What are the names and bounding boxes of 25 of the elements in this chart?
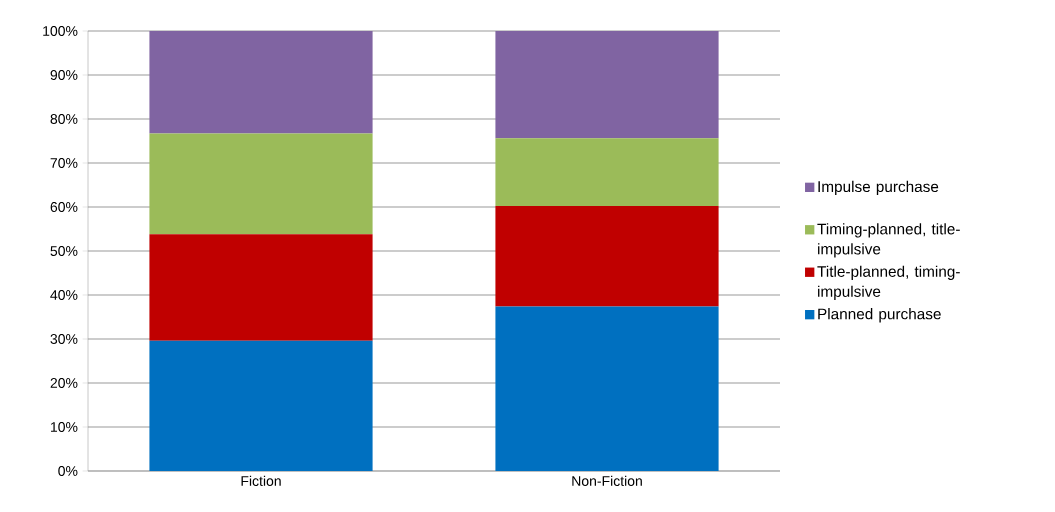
y-tick-label: 40% xyxy=(50,290,78,300)
y-tick-label: 80% xyxy=(50,114,78,124)
bar xyxy=(149,234,373,341)
y-tick-label: 90% xyxy=(50,70,78,80)
legend-label: Timing-planned, title-impulsive xyxy=(817,223,960,258)
y-tick-label: 20% xyxy=(50,378,78,388)
y-tick-label: 10% xyxy=(51,422,78,432)
y-tick-label: 30% xyxy=(50,334,78,344)
bar xyxy=(149,340,373,471)
legend-label: Title-planned, timing-impulsive xyxy=(817,265,960,300)
y-tick-label: 60% xyxy=(50,202,78,212)
y-tick-label: 100% xyxy=(43,26,78,36)
bar xyxy=(495,31,719,139)
x-tick-label: Fiction xyxy=(241,475,281,486)
bar xyxy=(149,31,373,134)
bar xyxy=(495,206,719,307)
bar xyxy=(495,138,719,207)
y-tick-label: 50% xyxy=(50,246,78,256)
bar xyxy=(149,133,373,235)
y-tick-label: 0% xyxy=(58,466,78,476)
x-tick-label: Non-Fiction xyxy=(572,475,642,486)
legend-label: Planned purchase xyxy=(818,308,941,323)
legend-label: Impulse purchase xyxy=(818,180,939,196)
y-tick-label: 70% xyxy=(50,158,78,168)
bar xyxy=(495,306,719,471)
